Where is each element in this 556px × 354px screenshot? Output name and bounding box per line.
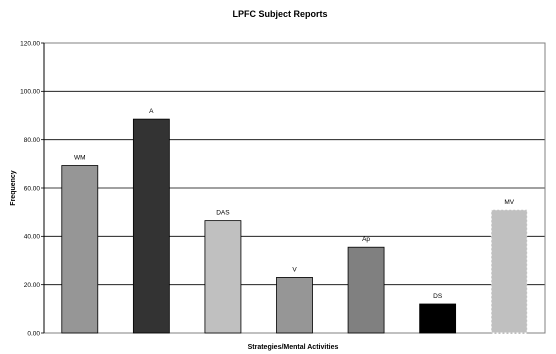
x-axis-label: Strategies/Mental Activities: [248, 344, 339, 351]
data-label-a: A: [149, 108, 154, 115]
y-tick-label: 60.00: [24, 185, 41, 192]
bar-ap: [347, 246, 385, 334]
bar-wm: [61, 165, 99, 334]
data-label-mv: MV: [504, 199, 514, 206]
data-label-v: V: [292, 266, 297, 273]
y-axis-label: Frequency: [10, 170, 17, 206]
bar-a: [132, 118, 170, 334]
y-tick-label: 40.00: [24, 234, 41, 241]
data-label-das: DAS: [216, 210, 230, 217]
y-tick-label: 0.00: [27, 330, 40, 337]
y-tick-label: 120.00: [20, 40, 40, 47]
bar-das: [204, 220, 242, 334]
data-label-ap: Ap: [362, 236, 370, 243]
data-labels: WM A DAS V Ap DS MV: [74, 108, 515, 300]
y-tick-label: 80.00: [24, 137, 41, 144]
data-label-ds: DS: [433, 293, 443, 300]
bars: [61, 118, 528, 334]
chart-title: LPFC Subject Reports: [232, 9, 327, 19]
bar-ds: [419, 303, 457, 334]
y-tick-label: 20.00: [24, 282, 41, 289]
y-axis-ticks: 0.00 20.00 40.00 60.00 80.00 100.00 120.00: [20, 40, 44, 337]
bar-v: [276, 277, 313, 334]
bar-mv: [490, 209, 528, 334]
y-tick-label: 100.00: [20, 89, 40, 96]
data-label-wm: WM: [74, 155, 86, 162]
